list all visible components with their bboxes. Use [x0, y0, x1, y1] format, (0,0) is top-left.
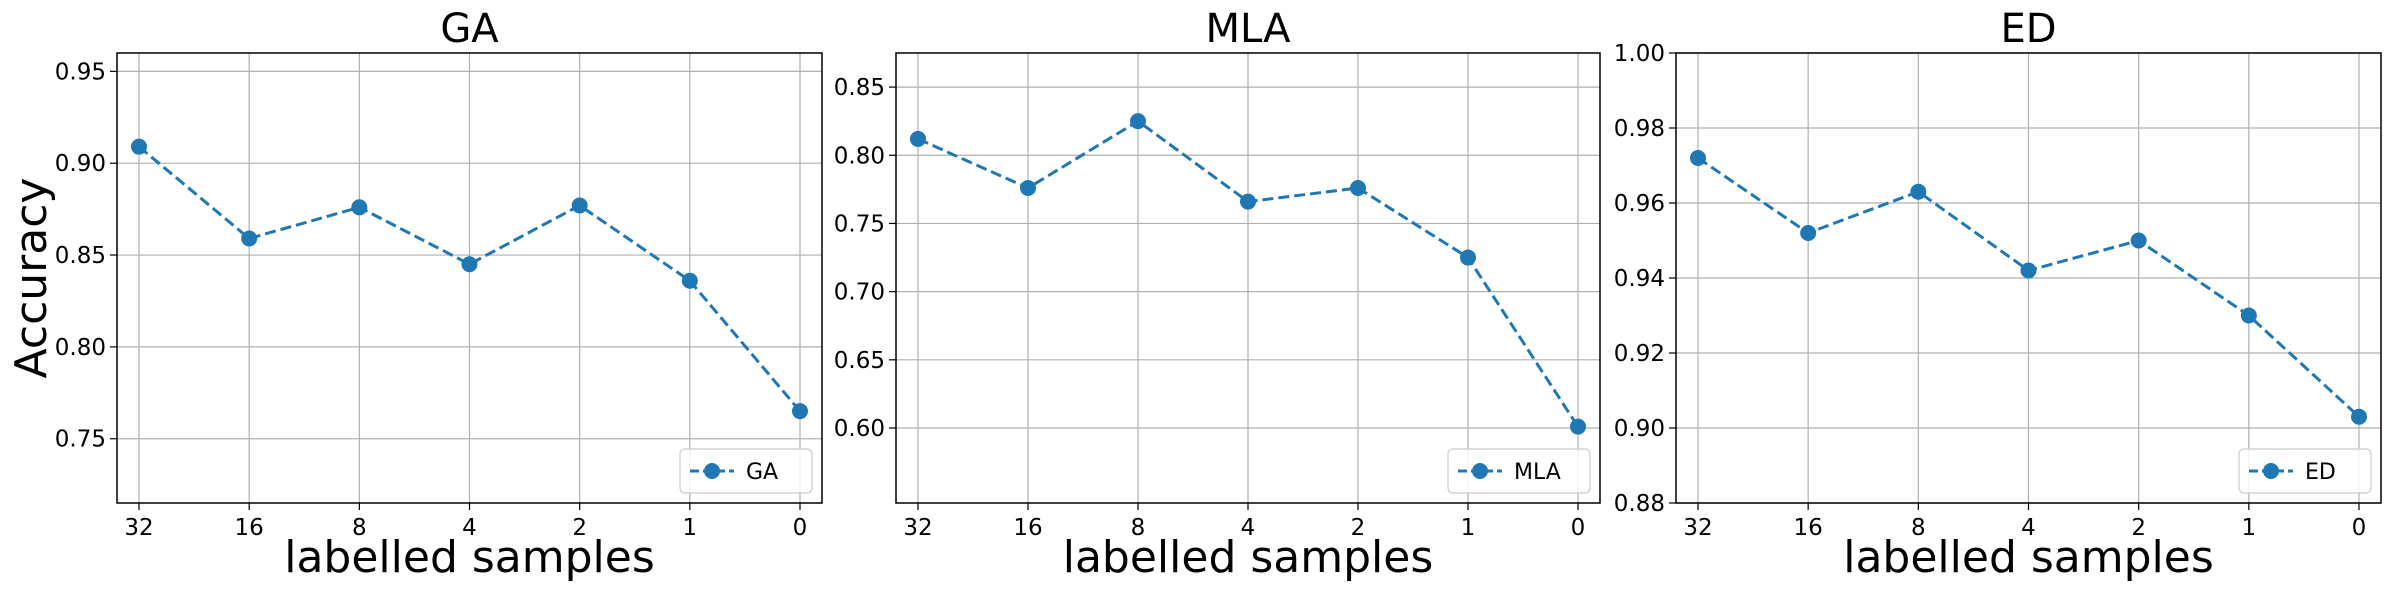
- data-point: [1240, 193, 1256, 210]
- axes-frame: [895, 52, 1601, 504]
- axes-frame: [1675, 52, 2382, 504]
- y-tick-label: 0.70: [834, 280, 885, 306]
- chart-title: MLA: [1205, 6, 1291, 52]
- x-tick-label: 4: [2021, 515, 2036, 541]
- y-tick-label: 0.80: [55, 335, 106, 361]
- data-point: [461, 256, 478, 273]
- data-point: [2240, 307, 2257, 324]
- y-tick-label: 0.75: [834, 211, 885, 237]
- data-point: [1570, 418, 1586, 435]
- y-tick-label: 0.96: [1614, 191, 1665, 217]
- legend-marker: [2263, 463, 2279, 479]
- y-tick-label: 0.85: [834, 75, 885, 101]
- legend-box: [2238, 448, 2372, 494]
- y-tick-label: 0.98: [1614, 116, 1665, 142]
- chart-title: ED: [2000, 6, 2056, 52]
- x-axis-label: labelled samples: [284, 532, 655, 583]
- x-tick-label: 0: [2352, 515, 2367, 541]
- data-point: [1460, 249, 1476, 266]
- axes-frame: [116, 52, 823, 504]
- data-point: [351, 199, 368, 216]
- x-tick-label: 32: [1683, 515, 1712, 541]
- y-tick-label: 0.60: [834, 416, 885, 442]
- x-tick-label: 8: [1911, 515, 1926, 541]
- data-point: [2351, 408, 2367, 425]
- x-tick-label: 1: [2242, 515, 2257, 541]
- data-point: [2130, 232, 2147, 249]
- y-tick-label: 0.88: [1614, 491, 1665, 517]
- data-point: [241, 230, 258, 247]
- y-tick-label: 0.65: [834, 348, 885, 374]
- data-point: [571, 197, 588, 214]
- data-point: [1020, 180, 1036, 196]
- x-tick-label: 16: [1013, 515, 1042, 541]
- data-point: [681, 272, 698, 289]
- legend: ED: [2238, 448, 2372, 494]
- data-point: [2020, 262, 2037, 279]
- subplot-mla: 32 16 8 4 2 1 0 0.60 0.65 0.70 0.75 0.80 0.85 MLA labe…: [834, 6, 1601, 583]
- legend-box: [1447, 448, 1591, 494]
- x-tick-label: 8: [352, 515, 367, 541]
- data-point: [1350, 180, 1366, 196]
- x-tick-label: 2: [2131, 515, 2146, 541]
- y-tick-label: 0.80: [834, 143, 885, 169]
- x-tick-label: 0: [793, 515, 808, 541]
- x-axis-label: labelled samples: [1843, 532, 2214, 583]
- subplot-ed: 32 16 8 4 2 1 0 0.88 0.90 0.92 0.94 0.96 0.98 1.00 ED l…: [1614, 6, 2382, 583]
- subplot-ga: 32 16 8 4 2 1 0 0.75 0.80 0.85 0.90 0.95 GA labelled …: [6, 6, 823, 583]
- legend-label: GA: [746, 460, 778, 485]
- y-tick-label: 0.94: [1614, 266, 1665, 292]
- data-point: [131, 138, 147, 155]
- chart-title: GA: [440, 6, 499, 52]
- legend-box: [679, 448, 813, 494]
- x-tick-label: 16: [1794, 515, 1823, 541]
- y-tick-label: 1.00: [1614, 41, 1665, 67]
- data-point: [910, 130, 926, 147]
- x-tick-label: 4: [1241, 515, 1256, 541]
- x-tick-label: 32: [903, 515, 932, 541]
- y-tick-label: 0.90: [1614, 416, 1665, 442]
- y-tick-label: 0.95: [55, 59, 106, 85]
- data-point: [1690, 150, 1706, 166]
- x-axis-label: labelled samples: [1063, 532, 1434, 583]
- legend: GA: [679, 448, 813, 494]
- data-point: [792, 403, 808, 420]
- legend-marker: [704, 463, 720, 479]
- y-tick-label: 0.92: [1614, 341, 1665, 367]
- y-axis-label: Accuracy: [6, 178, 57, 379]
- x-tick-label: 0: [1571, 515, 1586, 541]
- legend-label: MLA: [1514, 460, 1561, 485]
- x-tick-label: 16: [235, 515, 264, 541]
- y-tick-label: 0.90: [55, 151, 106, 177]
- legend: MLA: [1447, 448, 1591, 494]
- x-tick-label: 2: [1351, 515, 1366, 541]
- legend-marker: [1472, 463, 1488, 479]
- y-tick-label: 0.85: [55, 243, 106, 269]
- x-tick-label: 1: [1461, 515, 1476, 541]
- x-tick-label: 4: [462, 515, 477, 541]
- data-point: [1800, 225, 1817, 241]
- x-tick-label: 32: [124, 515, 153, 541]
- x-tick-label: 8: [1131, 515, 1146, 541]
- data-point: [1910, 183, 1927, 200]
- y-tick-label: 0.75: [55, 427, 106, 453]
- x-tick-label: 1: [683, 515, 698, 541]
- data-point: [1130, 113, 1146, 130]
- x-tick-label: 2: [572, 515, 587, 541]
- legend-label: ED: [2305, 460, 2336, 485]
